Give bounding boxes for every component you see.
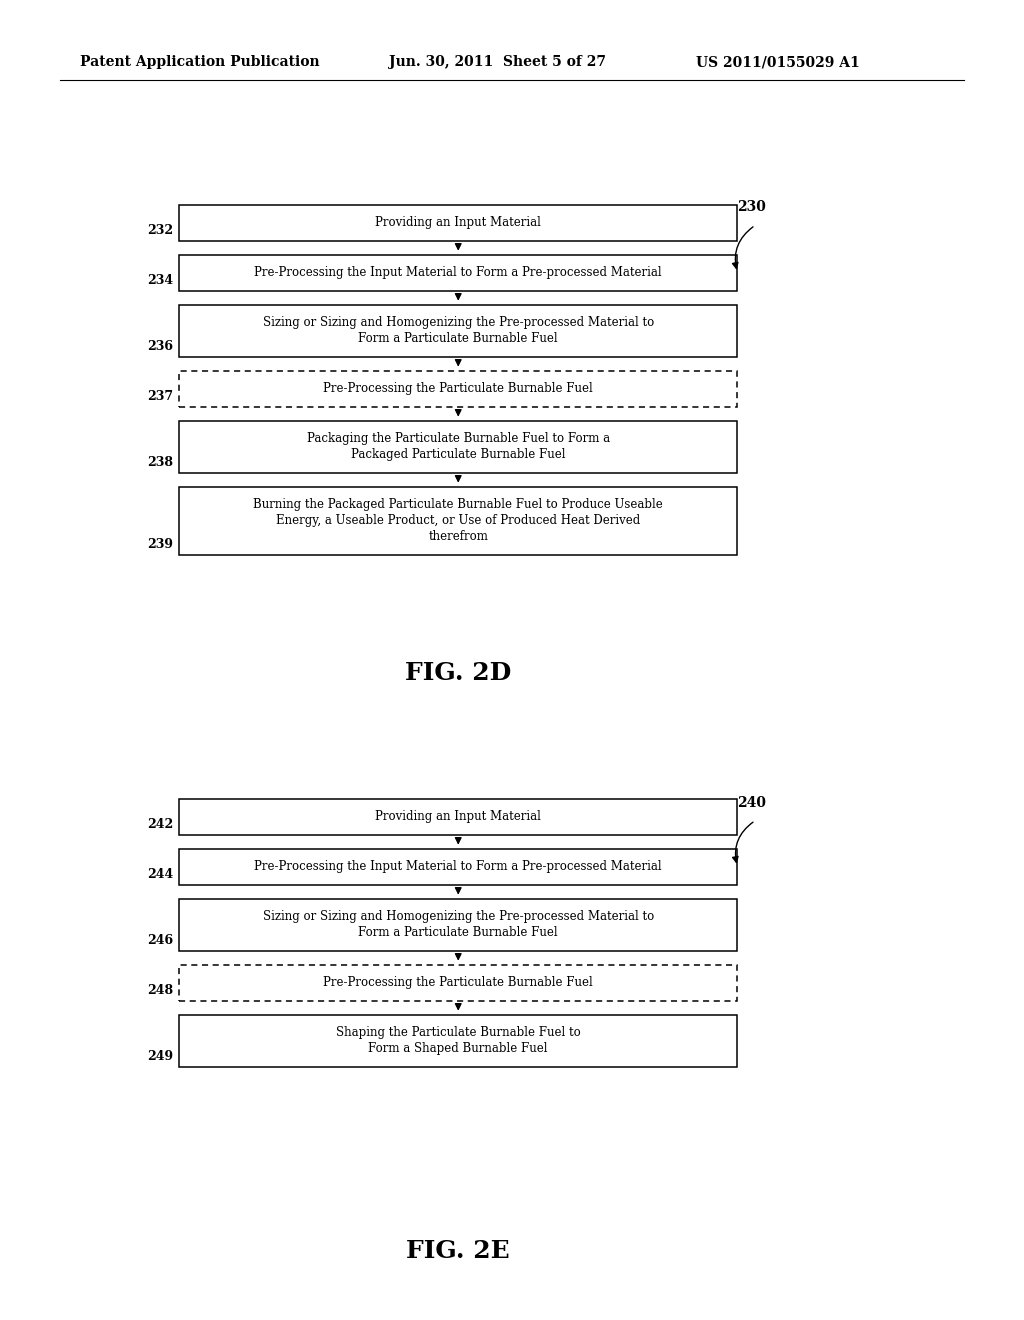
Bar bbox=[179, 849, 737, 884]
Text: Pre-Processing the Input Material to Form a Pre-processed Material: Pre-Processing the Input Material to For… bbox=[254, 861, 663, 873]
Text: Pre-Processing the Particulate Burnable Fuel: Pre-Processing the Particulate Burnable … bbox=[324, 975, 593, 989]
Text: Burning the Packaged Particulate Burnable Fuel to Produce Useable
Energy, a Usea: Burning the Packaged Particulate Burnabl… bbox=[253, 498, 664, 543]
Bar bbox=[179, 487, 737, 554]
Bar bbox=[179, 205, 737, 240]
Text: 242: 242 bbox=[147, 817, 173, 830]
Text: Sizing or Sizing and Homogenizing the Pre-processed Material to
Form a Particula: Sizing or Sizing and Homogenizing the Pr… bbox=[262, 315, 654, 345]
Text: 249: 249 bbox=[147, 1049, 173, 1063]
Text: Pre-Processing the Input Material to Form a Pre-processed Material: Pre-Processing the Input Material to For… bbox=[254, 267, 663, 279]
Bar bbox=[179, 799, 737, 834]
Text: 234: 234 bbox=[147, 273, 173, 286]
Bar bbox=[179, 305, 737, 356]
Text: FIG. 2D: FIG. 2D bbox=[406, 661, 511, 685]
Text: 236: 236 bbox=[147, 339, 173, 352]
Text: Providing an Input Material: Providing an Input Material bbox=[376, 216, 541, 230]
Text: 244: 244 bbox=[147, 867, 173, 880]
Text: Jun. 30, 2011  Sheet 5 of 27: Jun. 30, 2011 Sheet 5 of 27 bbox=[389, 55, 606, 69]
Text: 239: 239 bbox=[147, 537, 173, 550]
Bar bbox=[179, 965, 737, 1001]
Text: Sizing or Sizing and Homogenizing the Pre-processed Material to
Form a Particula: Sizing or Sizing and Homogenizing the Pr… bbox=[262, 909, 654, 939]
Bar bbox=[179, 371, 737, 407]
Bar bbox=[179, 1015, 737, 1067]
Text: Pre-Processing the Particulate Burnable Fuel: Pre-Processing the Particulate Burnable … bbox=[324, 381, 593, 395]
Text: 237: 237 bbox=[147, 389, 173, 403]
Text: FIG. 2E: FIG. 2E bbox=[407, 1239, 510, 1263]
Text: Shaping the Particulate Burnable Fuel to
Form a Shaped Burnable Fuel: Shaping the Particulate Burnable Fuel to… bbox=[336, 1026, 581, 1055]
Bar bbox=[179, 421, 737, 473]
Text: 246: 246 bbox=[147, 933, 173, 946]
Text: 238: 238 bbox=[147, 455, 173, 469]
Text: US 2011/0155029 A1: US 2011/0155029 A1 bbox=[696, 55, 860, 69]
Bar bbox=[179, 899, 737, 950]
Text: 240: 240 bbox=[737, 796, 766, 809]
Text: 232: 232 bbox=[147, 223, 173, 236]
Text: 248: 248 bbox=[147, 983, 173, 997]
Text: Providing an Input Material: Providing an Input Material bbox=[376, 810, 541, 824]
Text: 230: 230 bbox=[737, 201, 766, 214]
Text: Patent Application Publication: Patent Application Publication bbox=[80, 55, 319, 69]
Text: Packaging the Particulate Burnable Fuel to Form a
Packaged Particulate Burnable : Packaging the Particulate Burnable Fuel … bbox=[306, 432, 610, 461]
Bar bbox=[179, 255, 737, 290]
